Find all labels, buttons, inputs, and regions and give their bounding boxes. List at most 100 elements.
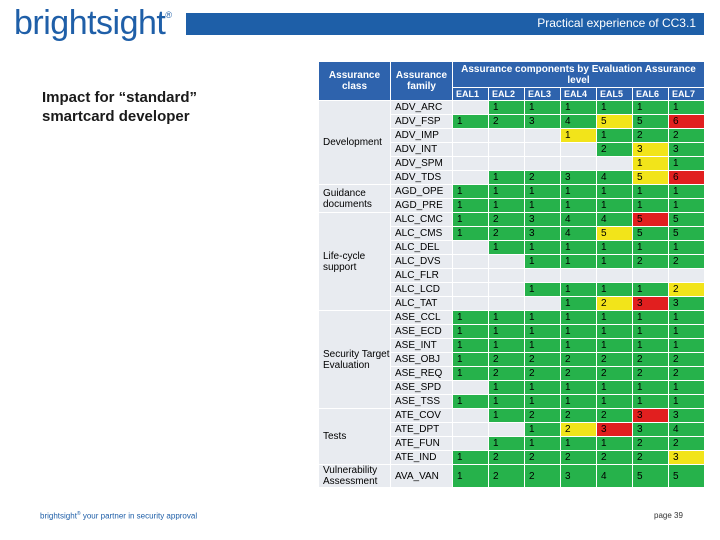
component-level-cell xyxy=(560,268,597,283)
component-level-cell: 5 xyxy=(632,114,669,129)
component-level-cell: 1 xyxy=(596,436,633,451)
component-level-cell: 1 xyxy=(668,324,705,339)
component-level-cell: 1 xyxy=(560,128,597,143)
assurance-family-cell: ATE_FUN xyxy=(390,436,453,451)
component-level-cell: 1 xyxy=(524,380,561,395)
table-row: AGD_PRE 1 1 1 1 1 1 1 xyxy=(319,198,705,213)
table-row: Guidance documents AGD_OPE 1 1 1 1 1 1 1 xyxy=(318,184,705,213)
assurance-family-cell: ALC_LCD xyxy=(390,282,453,297)
table-row: ATE_DPT 1 2 3 3 4 xyxy=(319,422,705,437)
eal-header-5: EAL5 xyxy=(596,87,633,101)
component-level-cell: 1 xyxy=(488,380,525,395)
component-level-cell: 1 xyxy=(560,338,597,353)
eal-assurance-table: Assurance class Assurance family Assuran… xyxy=(318,61,705,488)
footer-brand: brightsight xyxy=(40,511,77,521)
component-level-cell xyxy=(524,156,561,171)
component-level-cell: 1 xyxy=(524,324,561,339)
assurance-family-cell: ASE_INT xyxy=(390,338,453,353)
component-level-cell: 1 xyxy=(488,240,525,255)
component-level-cell: 2 xyxy=(488,464,525,488)
component-level-cell xyxy=(488,142,525,157)
component-level-cell: 2 xyxy=(524,170,561,185)
assurance-family-cell: ASE_SPD xyxy=(390,380,453,395)
component-level-cell: 1 xyxy=(596,282,633,297)
component-level-cell: 4 xyxy=(560,114,597,129)
table-row: Tests ATE_COV 1 2 2 2 3 3 xyxy=(318,408,705,465)
table-row: ASE_REQ 1 2 2 2 2 2 2 xyxy=(319,366,705,381)
component-level-cell: 2 xyxy=(632,352,669,367)
assurance-family-cell: ALC_DEL xyxy=(390,240,453,255)
component-level-cell: 1 xyxy=(632,156,669,171)
component-level-cell xyxy=(452,422,489,437)
table-row: ALC_DVS 1 1 1 2 2 xyxy=(319,254,705,269)
component-level-cell: 1 xyxy=(488,198,525,213)
component-level-cell: 1 xyxy=(560,184,597,199)
component-level-cell: 1 xyxy=(452,464,489,488)
component-level-cell: 1 xyxy=(452,198,489,213)
component-level-cell: 3 xyxy=(596,422,633,437)
component-level-cell xyxy=(632,268,669,283)
component-level-cell: 1 xyxy=(632,282,669,297)
assurance-family-cell: ASE_REQ xyxy=(390,366,453,381)
assurance-family-cell: ASE_TSS xyxy=(390,394,453,409)
assurance-family-cell: ALC_CMS xyxy=(390,226,453,241)
footer-tagline-text: your partner in security approval xyxy=(80,511,198,521)
component-level-cell: 1 xyxy=(596,394,633,409)
component-level-cell: 3 xyxy=(668,408,705,423)
component-level-cell: 1 xyxy=(452,226,489,241)
footer-registered-mark: ® xyxy=(76,511,81,517)
header-components-by-eal: Assurance components by Evaluation Assur… xyxy=(452,61,705,88)
eal-header-3: EAL3 xyxy=(524,87,561,101)
component-level-cell: 1 xyxy=(632,324,669,339)
eal-header-1: EAL1 xyxy=(452,87,489,101)
component-level-cell: 1 xyxy=(668,156,705,171)
component-level-cell xyxy=(488,268,525,283)
component-level-cell: 1 xyxy=(668,240,705,255)
title-bar: Practical experience of CC3.1 xyxy=(186,13,704,35)
component-level-cell xyxy=(452,282,489,297)
component-level-cell xyxy=(452,128,489,143)
component-level-cell: 1 xyxy=(488,100,525,115)
component-level-cell: 1 xyxy=(596,198,633,213)
assurance-family-cell: ATE_COV xyxy=(390,408,453,423)
component-level-cell xyxy=(488,128,525,143)
component-level-cell: 3 xyxy=(668,296,705,311)
component-level-cell: 1 xyxy=(488,310,525,325)
eal-header-4: EAL4 xyxy=(560,87,597,101)
component-level-cell xyxy=(488,254,525,269)
component-level-cell xyxy=(452,254,489,269)
eal-header-7: EAL7 xyxy=(668,87,705,101)
component-level-cell xyxy=(596,156,633,171)
component-level-cell: 2 xyxy=(596,142,633,157)
component-level-cell: 1 xyxy=(524,282,561,297)
component-level-cell: 1 xyxy=(560,296,597,311)
table-row: ASE_OBJ 1 2 2 2 2 2 2 xyxy=(319,352,705,367)
footer-tagline: brightsight® your partner in security ap… xyxy=(40,511,197,521)
component-level-cell xyxy=(452,142,489,157)
component-level-cell: 3 xyxy=(560,464,597,488)
assurance-family-cell: ASE_ECD xyxy=(390,324,453,339)
component-level-cell xyxy=(452,436,489,451)
component-level-cell: 1 xyxy=(452,338,489,353)
component-level-cell: 5 xyxy=(596,226,633,241)
component-level-cell: 1 xyxy=(488,184,525,199)
component-level-cell: 1 xyxy=(596,324,633,339)
component-level-cell: 6 xyxy=(668,114,705,129)
component-level-cell: 1 xyxy=(560,324,597,339)
component-level-cell: 1 xyxy=(560,282,597,297)
component-level-cell: 2 xyxy=(668,282,705,297)
component-level-cell: 3 xyxy=(668,450,705,465)
component-level-cell: 2 xyxy=(488,450,525,465)
component-level-cell: 1 xyxy=(452,114,489,129)
component-level-cell: 1 xyxy=(668,198,705,213)
component-level-cell: 6 xyxy=(668,170,705,185)
component-level-cell: 1 xyxy=(452,310,489,325)
table-row: Development ADV_ARC 1 1 1 1 1 1 xyxy=(318,100,705,185)
table-row: ADV_TDS 1 2 3 4 5 6 xyxy=(319,170,705,185)
assurance-class-cell: Life-cycle support xyxy=(318,212,391,311)
component-level-cell: 2 xyxy=(524,366,561,381)
component-level-cell xyxy=(488,156,525,171)
logo-registered-mark: ® xyxy=(165,10,172,20)
assurance-family-cell: AGD_PRE xyxy=(390,198,453,213)
component-level-cell: 1 xyxy=(452,366,489,381)
